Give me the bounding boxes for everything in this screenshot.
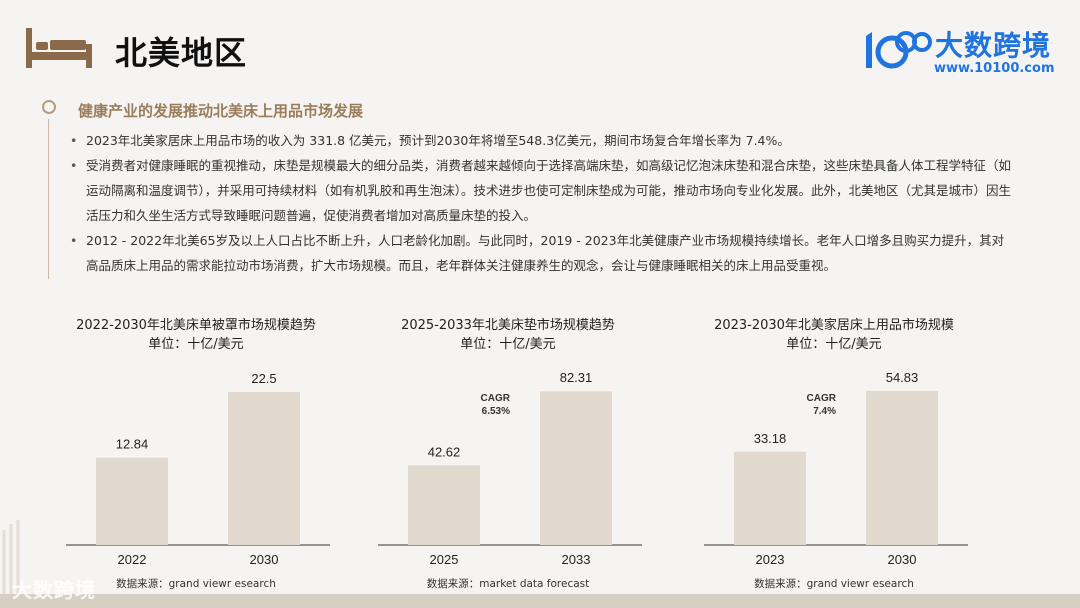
x-tick-label: 2023 [756, 552, 785, 567]
data-label: 82.31 [560, 370, 593, 385]
bullet-item: 2023年北美家居床上用品市场的收入为 331.8 亿美元，预计到2030年将增… [70, 128, 1015, 153]
chart-title: 2023-2030年北美家居床上用品市场规模 [714, 318, 954, 333]
cagr-label: CAGR [481, 393, 511, 404]
chart-title: 2025-2033年北美床垫市场规模趋势 [401, 318, 615, 333]
x-tick-label: 2022 [118, 552, 147, 567]
data-label: 22.5 [251, 371, 276, 386]
data-label: 12.84 [116, 437, 149, 452]
bullet-item: 2012 - 2022年北美65岁及以上人口占比不断上升，人口老龄化加剧。与此同… [70, 228, 1015, 278]
chart-mattress: 2025-2033年北美床垫市场规模趋势 单位：十亿/美元 42.62 2025 8… [358, 314, 658, 604]
chart-unit: 单位：十亿/美元 [786, 337, 882, 352]
chart-title: 2022-2030年北美床单被罩市场规模趋势 [76, 318, 316, 333]
bar [866, 390, 938, 545]
header: 北美地区 大数跨境 www.10100.com [0, 0, 1080, 90]
chart-plot: 33.18 2023 54.83 2030 CAGR 7.4% [704, 370, 968, 567]
bar [540, 391, 612, 545]
chart-bedding-sheets: 2022-2030年北美床单被罩市场规模趋势 单位：十亿/美元 12.84 202… [46, 314, 346, 604]
footer-logo: 大数跨境 [12, 578, 96, 602]
section-title: 健康产业的发展推动北美床上用品市场发展 [78, 102, 364, 120]
x-tick-label: 2025 [430, 552, 459, 567]
chart-source: 数据来源：grand viewr esearch [116, 578, 276, 590]
bar [734, 451, 806, 545]
chart-plot: 42.62 2025 82.31 2033 CAGR 6.53% [378, 370, 642, 567]
x-tick-label: 2030 [250, 552, 279, 567]
data-label: 33.18 [754, 431, 787, 446]
logo-url: www.10100.com [934, 61, 1055, 76]
chart-unit: 单位：十亿/美元 [460, 337, 556, 352]
bullet-item: 受消费者对健康睡眠的重视推动，床垫是规模最大的细分品类，消费者越来越倾向于选择高… [70, 153, 1015, 228]
timeline-line [48, 119, 49, 279]
chart-unit: 单位：十亿/美元 [148, 337, 244, 352]
footer-band [0, 594, 1080, 608]
page-title: 北美地区 [115, 34, 248, 72]
bar [96, 457, 168, 545]
chart-home-bedding: 2023-2030年北美家居床上用品市场规模 单位：十亿/美元 33.18 202… [684, 314, 984, 604]
bar [408, 465, 480, 545]
logo-mark-icon [866, 31, 932, 69]
cagr-value: 7.4% [813, 406, 836, 417]
cagr-label: CAGR [807, 393, 837, 404]
timeline-dot [42, 100, 56, 114]
data-label: 42.62 [428, 444, 461, 459]
chart-source: 数据来源：grand viewr esearch [754, 578, 914, 590]
x-tick-label: 2033 [562, 552, 591, 567]
chart-source: 数据来源：market data forecast [426, 578, 590, 590]
bullet-list: 2023年北美家居床上用品市场的收入为 331.8 亿美元，预计到2030年将增… [70, 128, 1015, 278]
x-tick-label: 2030 [888, 552, 917, 567]
data-label: 54.83 [886, 370, 919, 385]
chart-plot: 12.84 2022 22.5 2030 [66, 371, 330, 567]
logo-name: 大数跨境 [935, 29, 1052, 62]
bar [228, 392, 300, 545]
bed-icon [26, 28, 92, 68]
cagr-value: 6.53% [482, 406, 510, 417]
